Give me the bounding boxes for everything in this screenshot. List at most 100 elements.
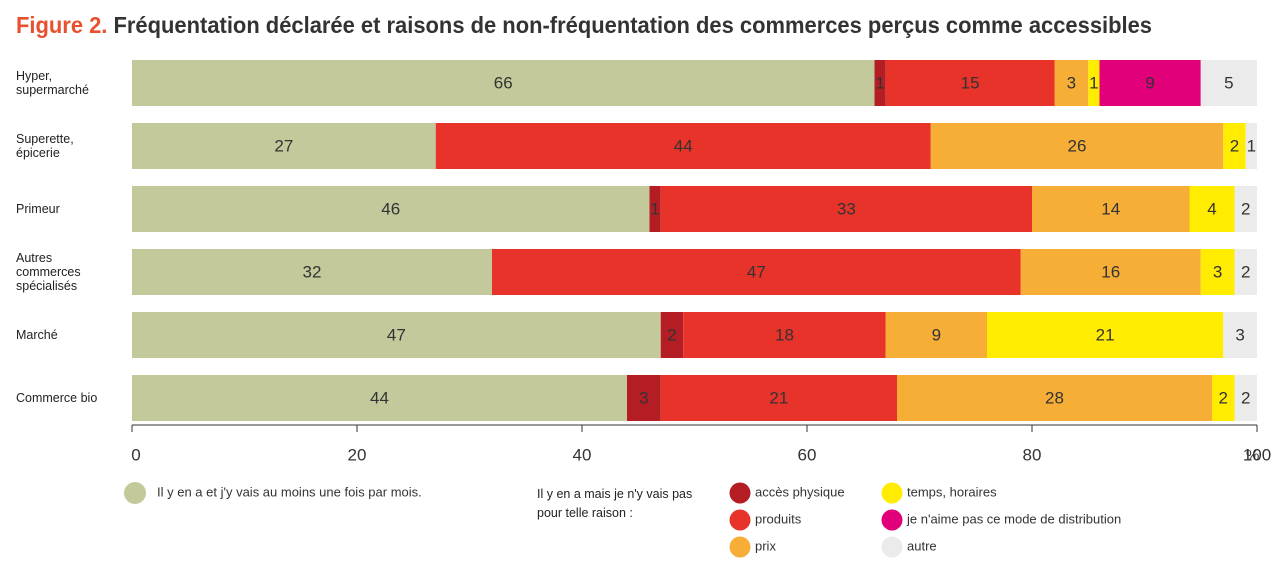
legend-label: Il y en a et j'y vais au moins une fois … [157,484,422,499]
value-label: 32 [303,262,322,281]
value-label: 2 [667,325,676,344]
legend-subtitle: Il y en a mais je n'y vais pas pour tell… [537,487,693,520]
value-label: 46 [381,199,400,218]
legend-swatch [729,536,751,558]
value-label: 16 [1101,262,1120,281]
legend-label: autre [907,538,937,553]
value-label: 15 [961,73,980,92]
category-label: Marché [16,328,58,342]
x-unit: % [1246,447,1259,464]
category-label: Commerce bio [16,391,98,405]
bar-segment [1020,249,1201,295]
legend-swatch [124,482,146,504]
legend-label: temps, horaires [907,484,997,499]
bar-segment [885,60,1055,106]
bar-segment [132,60,875,106]
bar-segment [132,312,661,358]
value-label: 2 [1241,262,1250,281]
bar-segment [132,375,627,421]
value-label: 4 [1207,199,1216,218]
value-label: 26 [1068,136,1087,155]
value-label: 28 [1045,388,1064,407]
x-tick-label: 80 [1023,445,1042,464]
bar-segment [1234,249,1257,295]
bar-segment [987,312,1224,358]
bar-segment [1234,186,1257,232]
bar-segment [1032,186,1190,232]
value-label: 27 [274,136,293,155]
legend-swatch [881,536,903,558]
legend-label: accès physique [755,484,845,499]
bar-segment [1200,60,1257,106]
legend-label: produits [755,511,802,526]
legend-swatch [729,482,751,504]
chart-title: Figure 2. Fréquentation déclarée et rais… [16,12,1152,38]
value-label: 47 [387,325,406,344]
bar-segment [897,375,1212,421]
bar-segment [1245,123,1257,169]
x-tick-label: 60 [798,445,817,464]
bar-segment [1088,60,1100,106]
category-label: Hyper, supermarché [16,69,89,97]
bar-segment [1189,186,1235,232]
value-label: 44 [370,388,389,407]
value-label: 2 [1230,136,1239,155]
value-label: 5 [1224,73,1233,92]
value-label: 1 [1089,73,1098,92]
bar-segment [683,312,886,358]
bar-segment [874,60,886,106]
legend-label: prix [755,538,776,553]
bar-segment [1099,60,1201,106]
bar-segment [649,186,661,232]
value-label: 1 [1247,136,1256,155]
bar-segment [1054,60,1089,106]
x-tick-label: 40 [573,445,592,464]
bar-segment [435,123,931,169]
value-label: 1 [650,199,659,218]
value-label: 47 [747,262,766,281]
figure-label: Figure 2. [16,12,107,38]
bar-segment [132,123,436,169]
value-label: 3 [1235,325,1244,344]
category-label: Autres commerces spécialisés [16,251,81,293]
bar-segment [930,123,1224,169]
legend-swatch [881,482,903,504]
bar-segment [1223,312,1257,358]
value-label: 1 [875,73,884,92]
value-label: 21 [769,388,788,407]
bar-segment [1234,375,1257,421]
x-tick-label: 100 [1243,445,1271,464]
value-label: 14 [1101,199,1120,218]
bar-segment [660,186,1032,232]
x-tick-label: 0 [131,445,140,464]
value-label: 2 [1219,388,1228,407]
value-label: 9 [932,325,941,344]
bar-segment [1200,249,1235,295]
value-label: 2 [1241,388,1250,407]
value-label: 2 [1241,199,1250,218]
value-label: 33 [837,199,856,218]
category-label: Superette, épicerie [16,132,74,160]
bar-segment [885,312,987,358]
bar-segment [660,375,897,421]
value-label: 3 [639,388,648,407]
bar-segment [492,249,1021,295]
bar-segment [1223,123,1246,169]
value-label: 3 [1067,73,1076,92]
value-label: 21 [1096,325,1115,344]
x-tick-label: 20 [348,445,367,464]
bar-segment [132,249,492,295]
value-label: 3 [1213,262,1222,281]
bar-segment [1212,375,1235,421]
value-label: 9 [1145,73,1154,92]
legend-swatch [881,509,903,531]
value-label: 44 [674,136,693,155]
value-label: 66 [494,73,513,92]
legend-label: je n'aime pas ce mode de distribution [906,511,1121,526]
bar-segment [660,312,684,358]
bar-segment [132,186,650,232]
category-label: Primeur [16,202,60,216]
bar-segment [627,375,661,421]
